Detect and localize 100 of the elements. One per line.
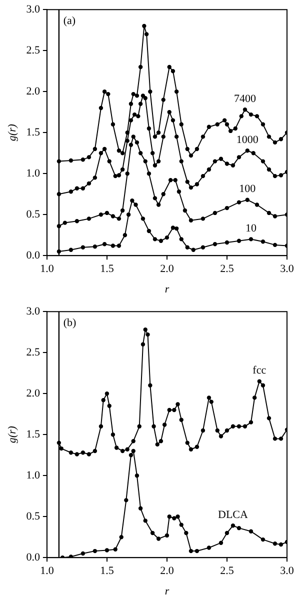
y-tick-label: 1.5 [26, 428, 40, 440]
point [224, 240, 230, 245]
point [134, 140, 140, 145]
point [128, 453, 134, 458]
series-label: DLCA [218, 509, 248, 522]
point [125, 447, 130, 452]
point [110, 244, 116, 248]
point [59, 446, 64, 451]
point [224, 428, 230, 433]
point [170, 69, 176, 74]
point [120, 151, 125, 156]
point [124, 498, 128, 502]
point [134, 474, 140, 478]
point [248, 112, 254, 117]
point [179, 418, 184, 422]
point [80, 158, 86, 162]
point [161, 192, 166, 196]
point [272, 436, 278, 441]
point [98, 151, 104, 156]
point [92, 448, 98, 454]
point [174, 226, 179, 231]
point [176, 402, 180, 406]
point [116, 148, 122, 153]
series-label: fcc [252, 364, 266, 377]
point [260, 240, 266, 244]
point [188, 153, 194, 158]
point [156, 159, 161, 164]
point [278, 436, 284, 441]
point [152, 196, 158, 200]
point [170, 118, 176, 122]
x-tick-label: 1.5 [100, 263, 114, 276]
point [143, 518, 148, 523]
point [272, 140, 278, 145]
point [272, 242, 278, 248]
point [68, 190, 74, 194]
y-tick-label: 0.0 [26, 249, 40, 262]
point [148, 383, 152, 388]
point [184, 530, 188, 536]
point [161, 134, 166, 139]
point [174, 134, 179, 139]
point [174, 90, 179, 94]
point [138, 64, 143, 70]
point [125, 130, 130, 135]
point [251, 151, 256, 156]
point [92, 146, 98, 152]
point [156, 130, 161, 135]
y-tick-label: 2.0 [26, 387, 40, 400]
point [182, 208, 188, 213]
point [152, 424, 156, 428]
point [215, 122, 220, 126]
point [152, 134, 158, 139]
point [236, 200, 242, 204]
y-tick-label: 2.5 [26, 346, 40, 358]
point [278, 173, 284, 178]
x-tick-label: 3.0 [280, 263, 294, 276]
point [179, 237, 184, 242]
point [146, 126, 152, 131]
point [110, 214, 116, 218]
point [110, 432, 116, 437]
point [254, 114, 260, 118]
point [131, 439, 136, 444]
point [212, 159, 218, 164]
point [230, 424, 236, 428]
point [185, 180, 190, 184]
point [206, 167, 212, 172]
point [146, 228, 152, 234]
x-tick-label: 2.5 [220, 565, 234, 578]
point [102, 146, 107, 152]
point [132, 112, 137, 117]
point [116, 173, 122, 178]
point [152, 237, 158, 242]
point [194, 182, 200, 186]
point [131, 134, 136, 139]
point [206, 396, 212, 400]
point [138, 506, 143, 510]
y-tick-label: 2.0 [26, 85, 40, 98]
point [120, 448, 125, 454]
point [134, 94, 140, 98]
point [138, 151, 143, 156]
point [185, 245, 190, 250]
y-tick-label: 1.5 [26, 126, 40, 138]
point [128, 118, 134, 122]
point [120, 208, 125, 213]
point [164, 235, 170, 240]
point [106, 92, 110, 96]
point [143, 159, 148, 164]
point [86, 181, 92, 186]
point [164, 533, 170, 538]
x-tick-label: 2.0 [160, 565, 174, 578]
point [162, 422, 167, 427]
point [260, 537, 266, 542]
x-axis-title: r [164, 283, 170, 296]
point [74, 186, 80, 190]
point [173, 178, 178, 182]
x-axis-title: r [164, 585, 170, 598]
point [224, 206, 230, 210]
point [92, 548, 98, 554]
point [257, 379, 262, 384]
point [156, 202, 161, 207]
point [242, 108, 248, 112]
